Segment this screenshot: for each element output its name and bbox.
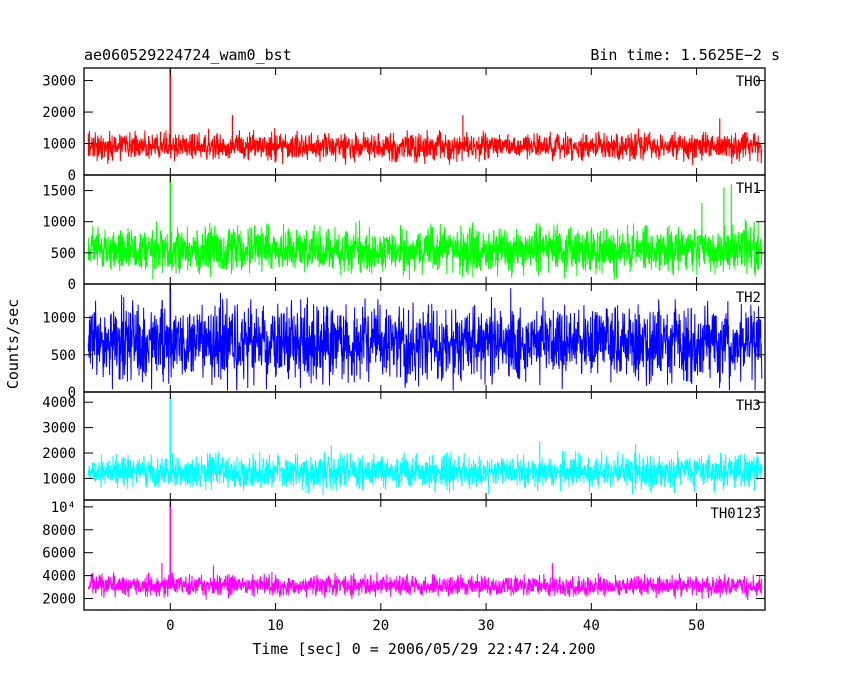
y-tick-label-th0123: 6000 xyxy=(42,546,76,562)
y-tick-label-th1: 1000 xyxy=(42,215,76,231)
series-label-th2: TH2 xyxy=(736,290,761,306)
y-tick-label-th1: 0 xyxy=(68,277,76,293)
panels-group: 0 1000 2000 3000 TH0 0 500 1000 1500 TH1 0 500 1000 T… xyxy=(42,67,766,611)
series-label-th0123: TH0123 xyxy=(710,506,761,522)
y-tick-label-th0: 0 xyxy=(68,168,76,184)
x-tick-label: 20 xyxy=(372,618,389,634)
y-tick-label-th1: 1500 xyxy=(42,184,76,200)
series-line-th0 xyxy=(87,128,763,166)
x-tick-label: 30 xyxy=(478,618,495,634)
panel-frame-th0123 xyxy=(83,499,766,611)
panel-th2: 0 500 1000 TH2 xyxy=(42,283,766,401)
y-tick-label-th0123: 8000 xyxy=(42,523,76,539)
panel-frame-th1 xyxy=(83,174,766,285)
y-tick-label-th2: 0 xyxy=(68,385,76,401)
series-label-th1: TH1 xyxy=(736,181,761,197)
x-tick-label: 50 xyxy=(688,618,705,634)
y-tick-label-th3: 1000 xyxy=(42,471,76,487)
series-label-th0: TH0 xyxy=(736,74,761,90)
y-tick-label-th0: 1000 xyxy=(42,137,76,153)
panel-th1: 0 500 1000 1500 TH1 xyxy=(42,174,766,293)
x-axis-label: Time [sec] 0 = 2006/05/29 22:47:24.200 xyxy=(252,640,595,658)
y-tick-label-th0123: 4000 xyxy=(42,569,76,585)
y-tick-label-th1: 500 xyxy=(51,246,76,262)
series-line-th0123 xyxy=(87,571,763,600)
chart-title: ae060529224724_wam0_bst xyxy=(84,46,292,64)
x-tick-label: 0 xyxy=(166,618,174,634)
y-tick-label-th3: 3000 xyxy=(42,421,76,437)
y-tick-label-th2: 1000 xyxy=(42,311,76,327)
x-tick-label: 10 xyxy=(267,618,284,634)
y-tick-label-th3: 4000 xyxy=(42,395,76,411)
panel-th3: 1000 2000 3000 4000 TH3 xyxy=(42,391,766,501)
series-line-th3 xyxy=(87,450,763,496)
series-label-th3: TH3 xyxy=(736,398,761,414)
panel-th0123: 2000 4000 6000 8000 10⁴ TH0123 xyxy=(42,499,766,611)
y-tick-label-th0123: 2000 xyxy=(42,592,76,608)
y-tick-label-th2: 500 xyxy=(51,348,76,364)
y-tick-label-th0123: 10⁴ xyxy=(51,500,76,516)
y-tick-label-th0: 3000 xyxy=(42,74,76,90)
y-tick-label-th0: 2000 xyxy=(42,105,76,121)
bin-time-label: Bin time: 1.5625E−2 s xyxy=(590,46,780,64)
series-line-th2 xyxy=(87,288,763,391)
x-tick-label: 40 xyxy=(583,618,600,634)
panel-th0: 0 1000 2000 3000 TH0 xyxy=(42,67,766,184)
x-axis: 0 10 20 30 40 50 xyxy=(166,618,705,634)
series-line-th1 xyxy=(87,219,763,281)
y-axis-label: Counts/sec xyxy=(4,299,22,389)
y-tick-label-th3: 2000 xyxy=(42,446,76,462)
